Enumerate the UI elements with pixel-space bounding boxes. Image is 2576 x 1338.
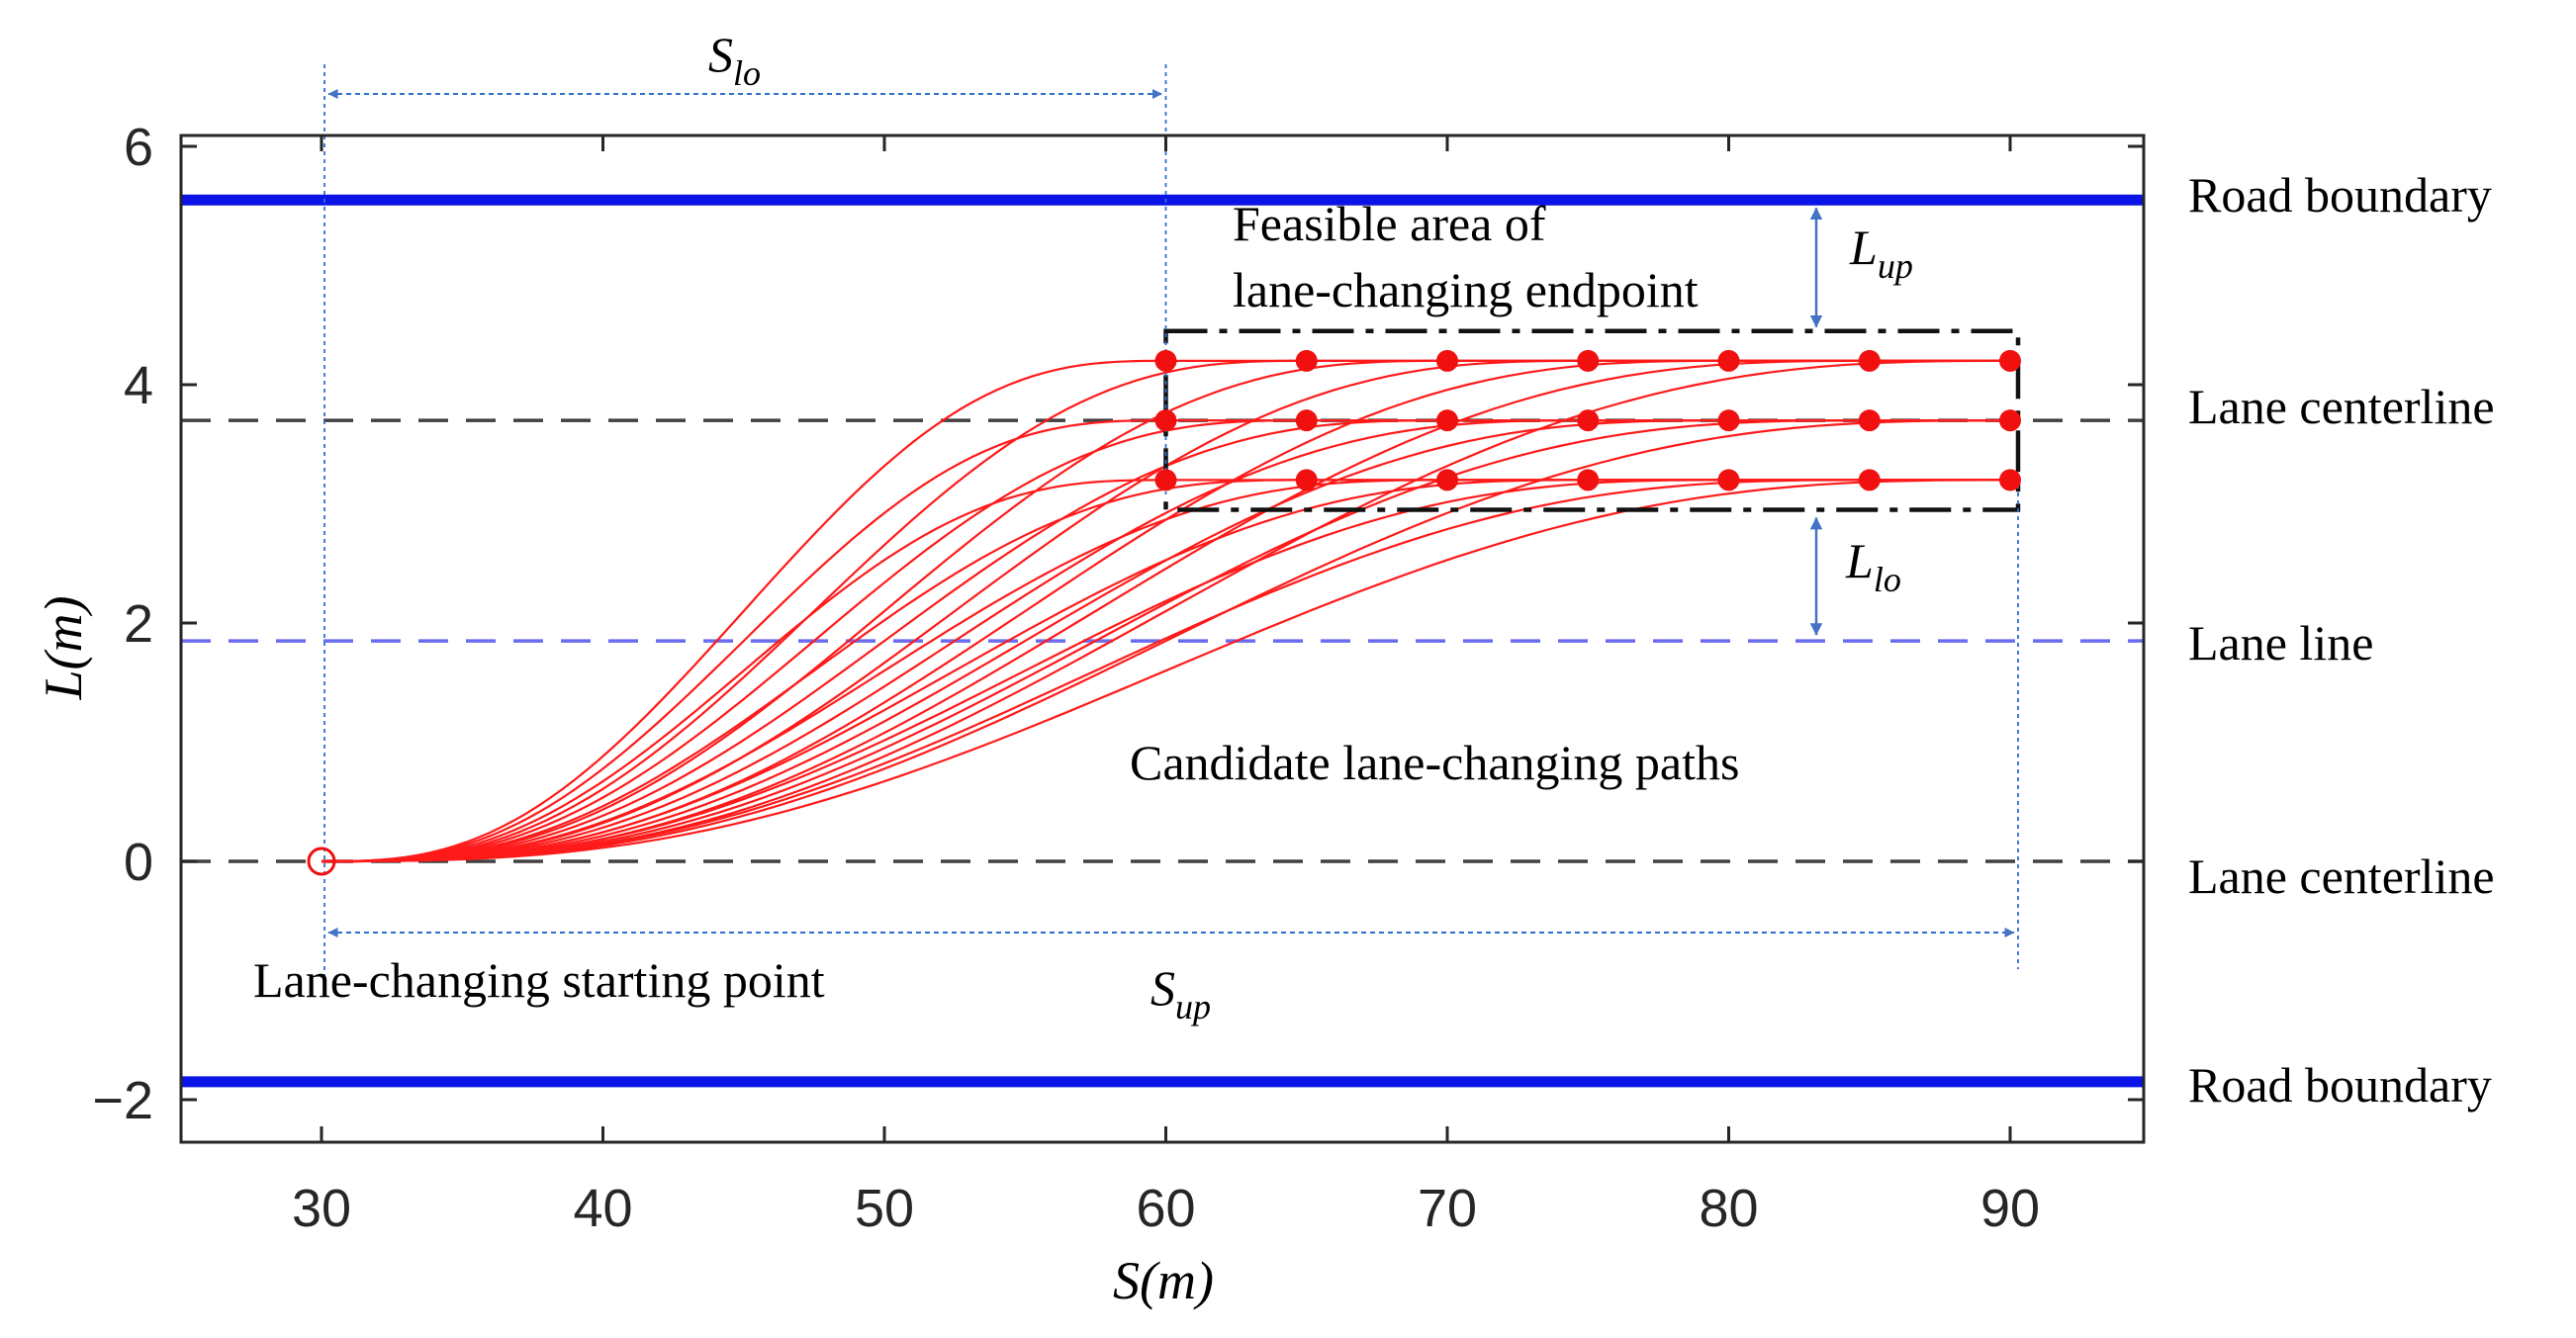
y-tick-label-2: 2 bbox=[124, 594, 153, 654]
endpoint-marker-1-6 bbox=[1858, 349, 1881, 372]
endpoint-marker-2-1 bbox=[1154, 409, 1177, 432]
endpoint-marker-1-5 bbox=[1717, 349, 1740, 372]
legend-road-boundary-bottom: Road boundary bbox=[2188, 1057, 2492, 1113]
endpoint-marker-2-2 bbox=[1295, 409, 1318, 432]
legend-lane-centerline-top: Lane centerline bbox=[2188, 379, 2495, 434]
endpoint-marker-2-7 bbox=[1999, 409, 2021, 432]
candidate-path-1-1 bbox=[322, 359, 2010, 863]
y-tick-label-6: 6 bbox=[124, 118, 153, 177]
candidate-path-2-1 bbox=[322, 419, 2010, 863]
candidate-path-2-5 bbox=[322, 419, 2010, 863]
endpoint-marker-3-7 bbox=[1999, 469, 2021, 491]
plot-frame bbox=[179, 134, 2146, 1144]
legend-lane-centerline-bottom: Lane centerline bbox=[2188, 848, 2495, 904]
s-up-label: Sup bbox=[1150, 960, 1211, 1026]
endpoint-marker-1-3 bbox=[1436, 349, 1458, 372]
endpoint-marker-2-3 bbox=[1436, 409, 1458, 432]
candidate-path-3-4 bbox=[322, 479, 2010, 863]
endpoint-marker-1-4 bbox=[1577, 349, 1600, 372]
x-tick-label-70: 70 bbox=[1418, 1179, 1477, 1238]
candidate-path-2-6 bbox=[322, 419, 2010, 863]
start-point-marker bbox=[307, 847, 336, 876]
candidate-path-2-4 bbox=[322, 419, 2010, 863]
endpoint-marker-3-5 bbox=[1717, 469, 1740, 491]
endpoint-marker-1-1 bbox=[1154, 349, 1177, 372]
endpoint-marker-2-4 bbox=[1577, 409, 1600, 432]
legend-road-boundary-top: Road boundary bbox=[2188, 167, 2492, 223]
y-tick-label--2: −2 bbox=[92, 1071, 153, 1130]
s-lo-label: Slo bbox=[708, 27, 761, 93]
endpoint-marker-1-2 bbox=[1295, 349, 1318, 372]
x-tick-label-60: 60 bbox=[1136, 1179, 1195, 1238]
endpoint-marker-3-6 bbox=[1858, 469, 1881, 491]
x-tick-label-80: 80 bbox=[1699, 1179, 1758, 1238]
x-tick-label-90: 90 bbox=[1980, 1179, 2040, 1238]
candidate-path-2-2 bbox=[322, 419, 2010, 863]
feasible-area-box bbox=[1163, 328, 2021, 512]
candidate-path-3-6 bbox=[322, 479, 2010, 863]
endpoint-marker-3-4 bbox=[1577, 469, 1600, 491]
x-tick-label-50: 50 bbox=[855, 1179, 914, 1238]
feasible-area-label-line1: Feasible area of bbox=[1233, 196, 1546, 251]
endpoint-marker-3-3 bbox=[1436, 469, 1458, 491]
y-tick-label-4: 4 bbox=[124, 356, 153, 415]
candidate-path-3-1 bbox=[322, 479, 2010, 863]
candidate-paths-label: Candidate lane-changing paths bbox=[1130, 735, 1739, 790]
candidate-path-2-3 bbox=[322, 419, 2010, 863]
candidate-path-3-7 bbox=[322, 479, 2010, 863]
x-axis-label: S(m) bbox=[1113, 1251, 1214, 1310]
candidate-path-3-3 bbox=[322, 479, 2010, 863]
candidate-path-1-3 bbox=[322, 359, 2010, 863]
l-lo-label: Llo bbox=[1845, 533, 1901, 599]
feasible-area-label-line2: lane-changing endpoint bbox=[1233, 262, 1699, 317]
candidate-path-2-7 bbox=[322, 419, 2011, 863]
candidate-path-3-2 bbox=[322, 479, 2010, 863]
endpoint-marker-3-1 bbox=[1154, 469, 1177, 491]
endpoint-marker-3-2 bbox=[1295, 469, 1318, 491]
candidate-path-1-2 bbox=[322, 359, 2010, 863]
y-tick-label-0: 0 bbox=[124, 833, 153, 892]
legend-lane-line: Lane line bbox=[2188, 615, 2373, 670]
y-axis-label: L(m) bbox=[34, 596, 93, 701]
x-tick-label-30: 30 bbox=[292, 1179, 351, 1238]
endpoint-marker-2-6 bbox=[1858, 409, 1881, 432]
candidate-path-3-5 bbox=[322, 479, 2010, 863]
endpoint-marker-2-5 bbox=[1717, 409, 1740, 432]
endpoint-marker-1-7 bbox=[1999, 349, 2021, 372]
x-tick-label-40: 40 bbox=[573, 1179, 632, 1238]
l-up-label: Lup bbox=[1849, 220, 1913, 286]
starting-point-label: Lane-changing starting point bbox=[253, 952, 825, 1008]
